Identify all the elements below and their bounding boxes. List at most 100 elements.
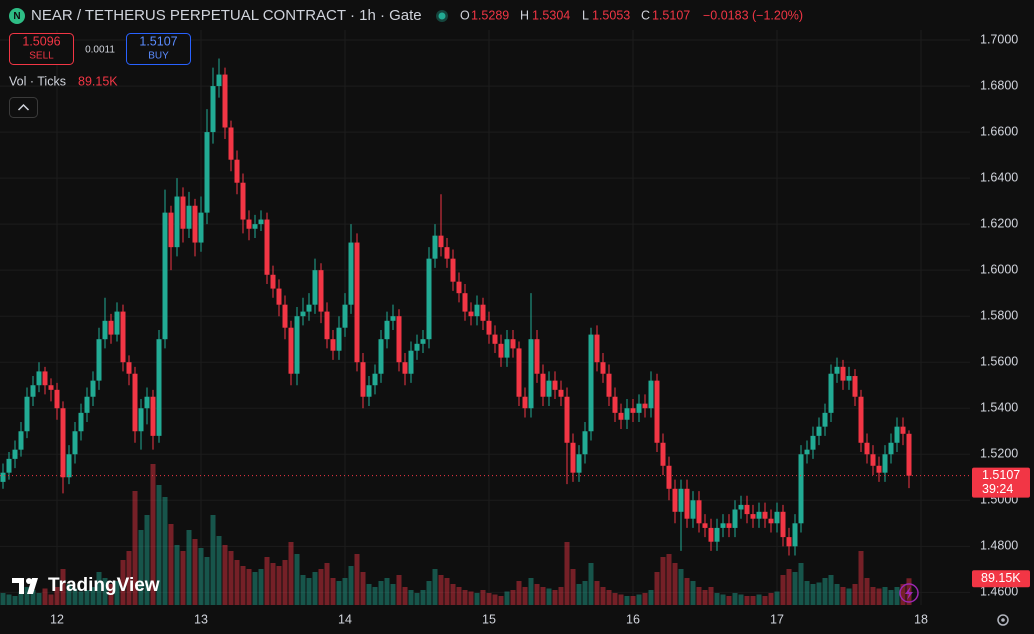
volume-bar (456, 587, 462, 605)
candle-body (516, 348, 522, 397)
volume-bar (84, 590, 90, 605)
volume-bar (138, 530, 144, 605)
candle-body (324, 311, 330, 340)
candle-body (888, 442, 894, 455)
candle-body (378, 339, 384, 374)
volume-bar (774, 591, 780, 605)
volume-bar (846, 588, 852, 605)
last-price-label: 1.5107 (982, 468, 1020, 482)
candle-body (30, 385, 36, 397)
candle-body (312, 270, 318, 305)
volume-bar (150, 464, 156, 605)
candle-body (504, 339, 510, 358)
candle-body (684, 488, 690, 519)
volume-bar (738, 594, 744, 605)
volume-bar (786, 569, 792, 605)
volume-bar (474, 593, 480, 605)
candle-body (480, 304, 486, 321)
candle-body (288, 327, 294, 374)
volume-bar (438, 575, 444, 605)
candle-body (6, 458, 12, 473)
ohlc-label: C (641, 8, 650, 22)
candle-body (246, 219, 252, 229)
spread: 0.0011 (85, 45, 115, 56)
volume-bar (384, 578, 390, 605)
candle-body (732, 509, 738, 528)
buy-button[interactable] (126, 33, 191, 65)
candle-body (114, 311, 120, 335)
x-tick-label: 16 (626, 612, 640, 626)
candle-body (372, 373, 378, 386)
candle-body (138, 408, 144, 432)
logo-text: TradingView (48, 575, 160, 596)
volume-bar (534, 584, 540, 605)
candle-body (672, 488, 678, 512)
candle-body (552, 380, 558, 390)
volume-bar (714, 593, 720, 605)
candle-body (696, 500, 702, 524)
candle-body (666, 465, 672, 489)
candle-body (738, 504, 744, 510)
volume-bar (858, 551, 864, 605)
settings-icon[interactable] (997, 614, 1009, 626)
y-tick-label: 1.6600 (980, 124, 1018, 138)
x-tick-label: 14 (338, 612, 352, 626)
candle-body (36, 371, 42, 386)
symbol-title[interactable]: NEAR / TETHERUS PERPETUAL CONTRACT · 1h … (31, 7, 422, 24)
volume-bar (222, 545, 228, 605)
volume-bar (678, 569, 684, 605)
candle-body (708, 527, 714, 542)
volume-bar (732, 593, 738, 605)
candle-body (150, 396, 156, 436)
volume-bar (102, 578, 108, 605)
candle-body (456, 281, 462, 294)
sell-button[interactable] (9, 33, 74, 65)
volume-bar (642, 593, 648, 605)
candle-body (780, 511, 786, 538)
candle-body (438, 235, 444, 248)
candle-body (870, 454, 876, 466)
candle-body (534, 339, 540, 374)
volume-bar (240, 566, 246, 605)
volume-bar (486, 593, 492, 605)
candle-body (390, 316, 396, 321)
candle-body (360, 362, 366, 397)
volume-bar (522, 587, 528, 605)
candle-body (636, 403, 642, 413)
candle-body (654, 380, 660, 443)
collapse-button[interactable] (9, 97, 38, 118)
volume-bar (144, 515, 150, 605)
candle-body (726, 523, 732, 528)
volume-bar (48, 594, 54, 605)
candle-body (432, 235, 438, 259)
candle-body (750, 514, 756, 519)
alert-icon[interactable] (899, 583, 919, 603)
candle-body (528, 339, 534, 409)
volume-bar (864, 578, 870, 605)
volume-bar (336, 581, 342, 605)
volume-bar (600, 587, 606, 605)
volume-bar (390, 584, 396, 605)
ohlc-change: −0.0183 (−1.20%) (703, 8, 803, 22)
candle-body (108, 320, 114, 335)
candle-body (192, 205, 198, 243)
candle-body (330, 339, 336, 351)
candle-body (84, 396, 90, 413)
y-tick-label: 1.4800 (980, 539, 1018, 553)
volume-bar (624, 596, 630, 605)
volume-bar (54, 587, 60, 605)
volume-bar (516, 581, 522, 605)
volume-bar (894, 587, 900, 605)
volume-bar (702, 590, 708, 605)
volume-legend-name: Vol · Ticks (9, 74, 66, 88)
candle-body (768, 518, 774, 524)
candle-body (420, 339, 426, 344)
volume-bar (372, 587, 378, 605)
volume-bar (804, 581, 810, 605)
candle-body (168, 212, 174, 248)
volume-bar (60, 569, 66, 605)
y-tick-label: 1.6200 (980, 216, 1018, 230)
candle-body (906, 433, 912, 476)
candle-body (366, 385, 372, 397)
